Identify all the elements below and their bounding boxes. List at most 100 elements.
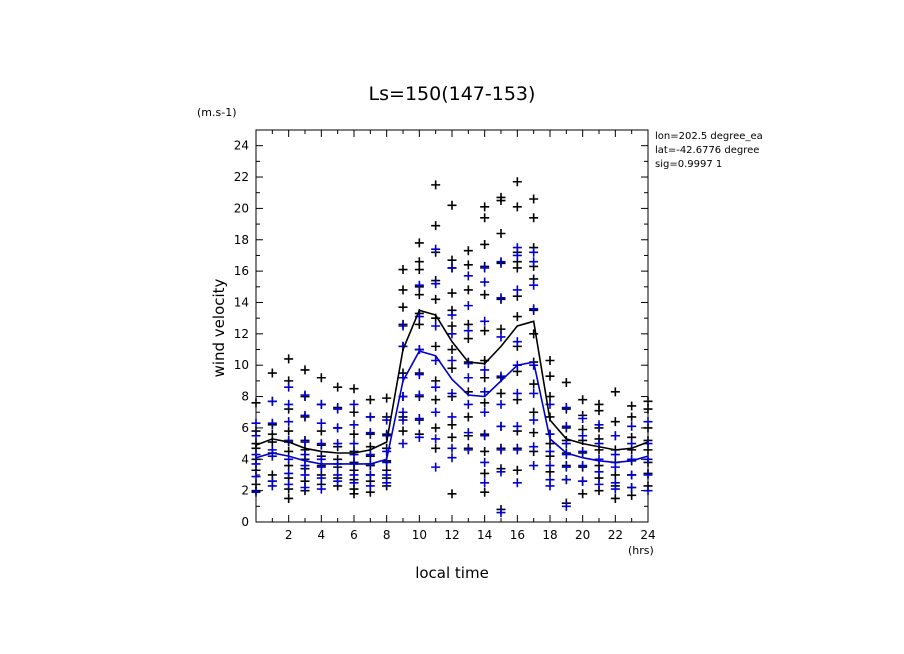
blue-data-point [512, 337, 522, 347]
black-data-point [365, 395, 375, 405]
blue-data-point [447, 412, 457, 422]
blue-data-point [480, 316, 490, 326]
blue-data-point [431, 279, 441, 289]
blue-data-point [447, 263, 457, 273]
blue-data-point [561, 501, 571, 511]
blue-data-point [365, 481, 375, 491]
info-lat: lat=-42.6776 degree [655, 145, 759, 156]
black-data-point [610, 417, 620, 427]
y-tick-label: 22 [234, 170, 249, 184]
blue-data-point [431, 407, 441, 417]
blue-data-point [496, 293, 506, 303]
blue-data-point [512, 388, 522, 398]
blue-data-point [529, 388, 539, 398]
black-data-point [463, 246, 473, 256]
black-data-point [431, 395, 441, 405]
blue-data-point [251, 459, 261, 469]
blue-data-point [480, 407, 490, 417]
black-data-point [496, 228, 506, 238]
y-tick-label: 12 [234, 327, 249, 341]
blue-data-point [480, 457, 490, 467]
blue-data-point [463, 373, 473, 383]
blue-data-point [431, 244, 441, 254]
black-data-point [529, 194, 539, 204]
blue-data-point [610, 431, 620, 441]
black-data-point [480, 468, 490, 478]
black-data-point [610, 387, 620, 397]
blue-data-point [382, 446, 392, 456]
black-data-point [447, 200, 457, 210]
black-data-point [627, 401, 637, 411]
blue-data-point [578, 476, 588, 486]
black-data-point [480, 213, 490, 223]
blue-data-point [349, 399, 359, 409]
blue-data-point [349, 450, 359, 460]
black-data-point [480, 202, 490, 212]
blue-data-point [447, 329, 457, 339]
info-lon: lon=202.5 degree_ea [655, 131, 763, 142]
black-data-point [398, 285, 408, 295]
black-data-point [512, 312, 522, 322]
blue-data-point [561, 421, 571, 431]
blue-data-point [496, 445, 506, 455]
y-tick-label: 18 [234, 233, 249, 247]
blue-data-point [529, 442, 539, 452]
blue-data-point [284, 468, 294, 478]
blue-data-point [300, 450, 310, 460]
blue-data-point [480, 431, 490, 441]
blue-data-point [251, 472, 261, 482]
black-data-point [480, 398, 490, 408]
black-data-point [480, 487, 490, 497]
blue-data-point [561, 403, 571, 413]
y-tick-label: 4 [241, 452, 249, 466]
blue-data-point [496, 399, 506, 409]
black-data-point [545, 392, 555, 402]
black-data-point [578, 489, 588, 499]
blue-data-point [284, 382, 294, 392]
black-data-point [643, 396, 653, 406]
black-data-point [267, 368, 277, 378]
blue-data-point [300, 470, 310, 480]
blue-data-point [594, 479, 604, 489]
black-data-point [398, 265, 408, 275]
plot-area: 2 4 6 8 10 12 14 16 18 20 22 2402468101214161820222… [234, 129, 656, 542]
y-tick-label: 6 [241, 421, 249, 435]
blue-data-point [316, 399, 326, 409]
blue-data-point [480, 365, 490, 375]
blue-data-point [300, 483, 310, 493]
blue-mean-line [255, 350, 649, 465]
blue-data-point [643, 417, 653, 427]
black-data-point [643, 404, 653, 414]
black-data-point [431, 423, 441, 433]
blue-data-point [610, 462, 620, 472]
black-data-point [512, 177, 522, 187]
blue-data-point [627, 421, 637, 431]
y-tick-label: 14 [234, 295, 249, 309]
blue-data-point [382, 470, 392, 480]
blue-data-point [594, 420, 604, 430]
blue-data-point [349, 478, 359, 488]
blue-data-point [463, 301, 473, 311]
blue-data-point [512, 445, 522, 455]
blue-data-point [398, 407, 408, 417]
x-tick-label: 12 [444, 528, 459, 542]
black-data-point [349, 489, 359, 499]
blue-data-point [333, 476, 343, 486]
black-data-point [316, 373, 326, 383]
blue-data-point [431, 434, 441, 444]
blue-data-point [480, 478, 490, 488]
black-data-point [463, 285, 473, 295]
blue-data-point [594, 467, 604, 477]
black-data-point [529, 213, 539, 223]
black-data-point [578, 395, 588, 405]
blue-data-point [529, 415, 539, 425]
chart-title: Ls=150(147-153) [369, 83, 536, 105]
blue-data-point [349, 420, 359, 430]
blue-data-point [431, 321, 441, 331]
black-data-point [447, 432, 457, 442]
black-data-point [480, 446, 490, 456]
blue-data-point [463, 428, 473, 438]
black-data-point [529, 329, 539, 339]
y-axis-unit: (m.s-1) [197, 106, 237, 119]
